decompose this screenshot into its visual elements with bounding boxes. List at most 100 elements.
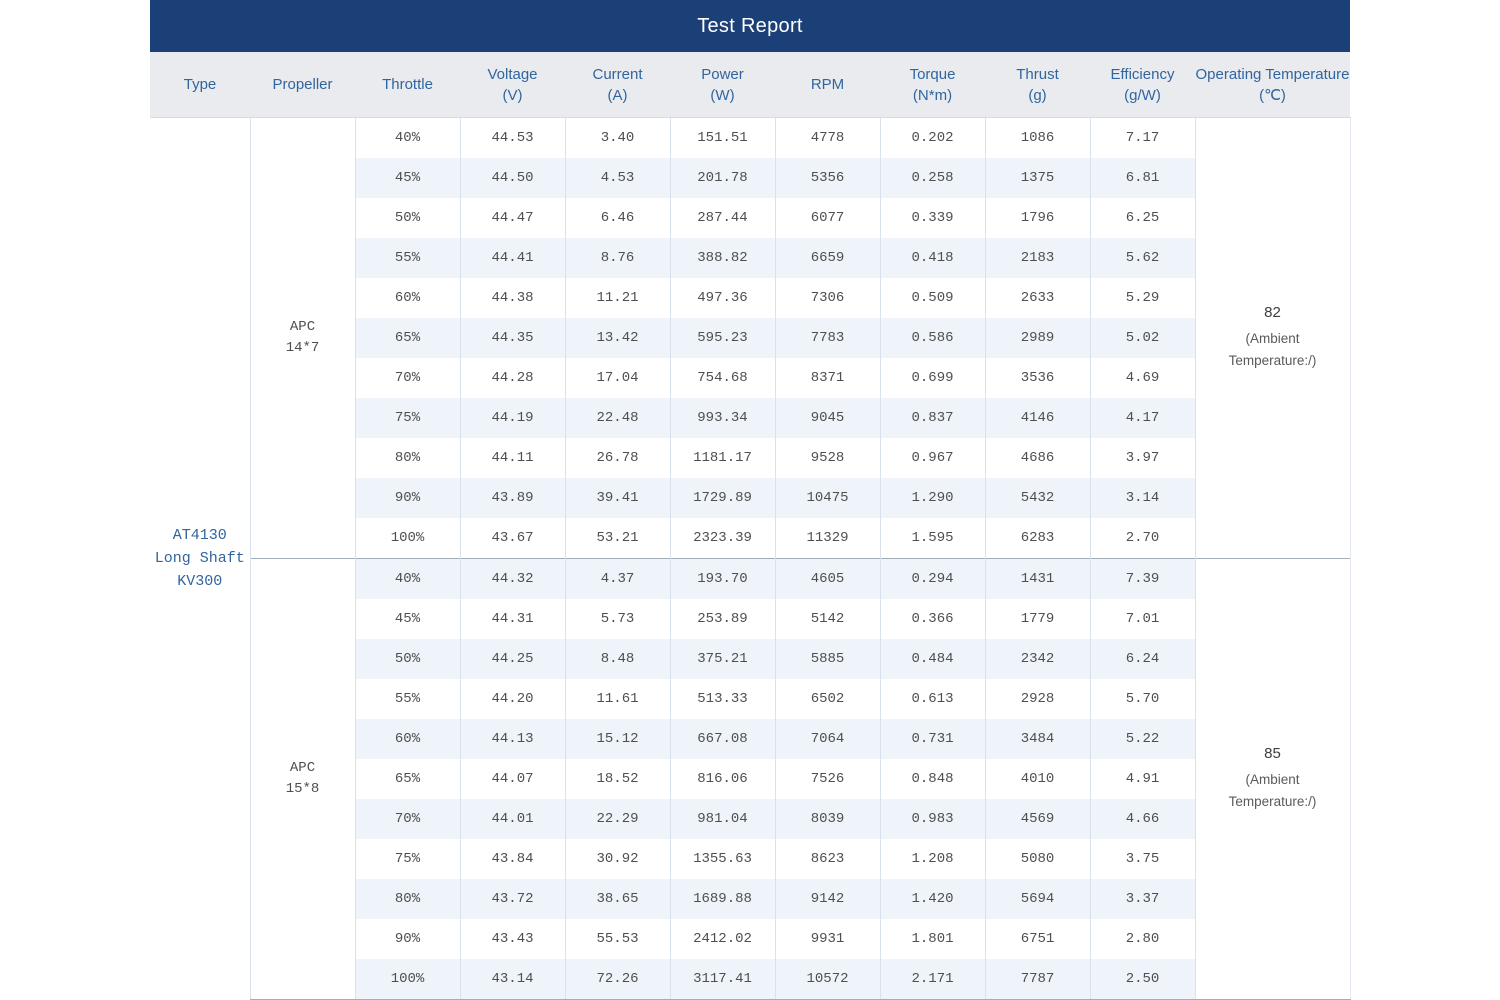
data-cell-current: 6.46	[564, 198, 671, 238]
data-cell-current: 18.52	[564, 759, 671, 799]
data-cell-power: 253.89	[669, 599, 776, 639]
data-cell-torque: 1.208	[879, 839, 986, 879]
data-cell-thrust: 5080	[984, 839, 1091, 879]
column-label: Voltage	[487, 65, 538, 83]
data-cell-rpm: 6659	[774, 238, 881, 278]
table-row: 75% 43.84 30.92 1355.63 8623 1.208 5080 3.75	[150, 839, 1350, 879]
data-cell-rpm: 5142	[774, 599, 881, 639]
column-header-efficiency: Efficiency (g/W)	[1090, 52, 1195, 118]
data-cell-torque: 0.731	[879, 719, 986, 759]
data-cell-torque: 0.484	[879, 639, 986, 679]
column-label: Throttle	[382, 76, 433, 93]
table-row: APC 15*8 40% 44.32 4.37 193.70 4605 0.294 1431 7.…	[150, 558, 1351, 1000]
data-cell-efficiency: 6.25	[1089, 198, 1196, 238]
data-cell-voltage: 43.14	[459, 959, 566, 1000]
table-row: 60% 44.13 15.12 667.08 7064 0.731 3484 5.22	[150, 719, 1350, 759]
column-header-type: Type	[150, 52, 250, 118]
throttle-cell: 40%	[354, 558, 461, 599]
data-cell-current: 72.26	[564, 959, 671, 1000]
data-cell-power: 2323.39	[669, 518, 776, 559]
data-cell-rpm: 9142	[774, 879, 881, 919]
data-cell-rpm: 4778	[774, 117, 881, 158]
data-cell-efficiency: 5.02	[1089, 318, 1196, 358]
data-cell-power: 513.33	[669, 679, 776, 719]
data-cell-rpm: 6502	[774, 679, 881, 719]
data-cell-rpm: 7306	[774, 278, 881, 318]
data-cell-voltage: 44.32	[459, 558, 566, 599]
data-cell-efficiency: 4.66	[1089, 799, 1196, 839]
data-cell-power: 1689.88	[669, 879, 776, 919]
data-cell-power: 667.08	[669, 719, 776, 759]
data-cell-power: 1729.89	[669, 478, 776, 518]
data-cell-thrust: 5432	[984, 478, 1091, 518]
column-unit: (g/W)	[1124, 86, 1161, 104]
table-row: 80% 44.11 26.78 1181.17 9528 0.967 4686 3.97	[150, 438, 1350, 478]
data-cell-rpm: 7783	[774, 318, 881, 358]
data-cell-current: 4.53	[564, 158, 671, 198]
throttle-cell: 65%	[354, 318, 461, 358]
data-cell-current: 38.65	[564, 879, 671, 919]
data-cell-thrust: 1796	[984, 198, 1091, 238]
column-header-rpm: RPM	[775, 52, 880, 118]
data-cell-torque: 1.420	[879, 879, 986, 919]
data-cell-current: 11.21	[564, 278, 671, 318]
data-cell-current: 4.37	[564, 558, 671, 599]
data-cell-efficiency: 3.97	[1089, 438, 1196, 478]
column-label: Propeller	[272, 76, 333, 93]
propeller-cell: APC 14*7	[249, 117, 356, 559]
data-cell-power: 595.23	[669, 318, 776, 358]
throttle-cell: 80%	[354, 879, 461, 919]
data-cell-torque: 0.983	[879, 799, 986, 839]
data-cell-power: 981.04	[669, 799, 776, 839]
data-cell-torque: 0.613	[879, 679, 986, 719]
throttle-cell: 75%	[354, 839, 461, 879]
data-cell-torque: 0.509	[879, 278, 986, 318]
data-cell-torque: 1.801	[879, 919, 986, 959]
data-cell-voltage: 44.35	[459, 318, 566, 358]
data-cell-thrust: 4686	[984, 438, 1091, 478]
data-cell-rpm: 9045	[774, 398, 881, 438]
table-row: 45% 44.31 5.73 253.89 5142 0.366 1779 7.01	[150, 599, 1350, 639]
temperature-note: (Ambient Temperature:/)	[1196, 769, 1350, 813]
column-label: Torque	[909, 65, 956, 83]
data-cell-thrust: 1431	[984, 558, 1091, 599]
data-cell-torque: 0.699	[879, 358, 986, 398]
data-cell-current: 13.42	[564, 318, 671, 358]
table-row: 65% 44.35 13.42 595.23 7783 0.586 2989 5.02	[150, 318, 1350, 358]
column-header-thrust: Thrust (g)	[985, 52, 1090, 118]
table-row: 55% 44.41 8.76 388.82 6659 0.418 2183 5.62	[150, 238, 1350, 278]
temperature-value: 82	[1264, 304, 1281, 321]
data-cell-thrust: 6283	[984, 518, 1091, 559]
table-row: 80% 43.72 38.65 1689.88 9142 1.420 5694 3.37	[150, 879, 1350, 919]
data-cell-voltage: 44.11	[459, 438, 566, 478]
column-label: Operating Temperature	[1195, 65, 1350, 83]
propeller-line: 15*8	[285, 781, 320, 797]
data-cell-voltage: 44.50	[459, 158, 566, 198]
data-cell-thrust: 2928	[984, 679, 1091, 719]
data-cell-current: 8.76	[564, 238, 671, 278]
data-cell-efficiency: 5.29	[1089, 278, 1196, 318]
temperature-note: (Ambient Temperature:/)	[1196, 328, 1350, 372]
data-cell-rpm: 9931	[774, 919, 881, 959]
data-cell-thrust: 2342	[984, 639, 1091, 679]
data-cell-thrust: 5694	[984, 879, 1091, 919]
data-cell-rpm: 7526	[774, 759, 881, 799]
data-cell-power: 201.78	[669, 158, 776, 198]
data-cell-thrust: 3484	[984, 719, 1091, 759]
data-cell-current: 5.73	[564, 599, 671, 639]
report-table: Type Propeller Throttle Voltage (V) Current (A…	[150, 52, 1351, 1000]
data-cell-rpm: 10475	[774, 478, 881, 518]
data-cell-rpm: 8039	[774, 799, 881, 839]
data-cell-thrust: 2633	[984, 278, 1091, 318]
temperature-note-line: (Ambient	[1245, 331, 1300, 346]
data-cell-rpm: 4605	[774, 558, 881, 599]
data-cell-power: 754.68	[669, 358, 776, 398]
data-cell-efficiency: 3.37	[1089, 879, 1196, 919]
data-cell-voltage: 43.89	[459, 478, 566, 518]
throttle-cell: 65%	[354, 759, 461, 799]
data-cell-power: 388.82	[669, 238, 776, 278]
throttle-cell: 60%	[354, 278, 461, 318]
table-row: 100% 43.67 53.21 2323.39 11329 1.595 6283 2.70	[150, 518, 1350, 559]
table-row: 75% 44.19 22.48 993.34 9045 0.837 4146 4.17	[150, 398, 1350, 438]
type-line: AT4130	[172, 527, 227, 545]
